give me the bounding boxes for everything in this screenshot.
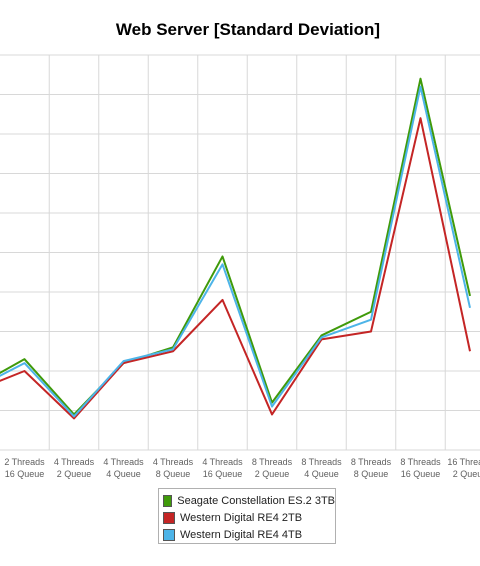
x-tick-label: 8 Threads 16 Queue	[400, 457, 441, 479]
legend-swatch-wd-re4-2tb	[163, 511, 175, 524]
x-tick-label: 4 Threads 2 Queue	[54, 457, 95, 479]
series-line-2[interactable]	[0, 85, 471, 418]
x-tick-label: 8 Threads 2 Queue	[252, 457, 293, 479]
x-tick-label: 4 Threads 16 Queue	[202, 457, 243, 479]
legend: Seagate Constellation ES.2 3TB Western D…	[158, 488, 336, 544]
legend-item-wd-re4-2tb[interactable]: Western Digital RE4 2TB	[163, 509, 335, 526]
x-tick-label: 2 Threads 16 Queue	[4, 457, 45, 479]
series-line-1[interactable]	[0, 117, 471, 420]
legend-item-wd-re4-4tb[interactable]: Western Digital RE4 4TB	[163, 526, 335, 543]
x-tick-label: 8 Threads 8 Queue	[351, 457, 392, 479]
legend-label-seagate: Seagate Constellation ES.2 3TB	[177, 494, 335, 507]
grid	[0, 54, 480, 451]
x-tick-label: 4 Threads 8 Queue	[153, 457, 194, 479]
x-tick-label: 4 Threads 4 Queue	[103, 457, 144, 479]
legend-swatch-wd-re4-4tb	[163, 528, 175, 541]
legend-swatch-seagate	[163, 494, 173, 507]
series-line-0[interactable]	[0, 77, 471, 416]
chart-title: Web Server [Standard Deviation]	[116, 20, 380, 39]
series-lines	[0, 77, 471, 420]
legend-label-wd-re4-2tb: Western Digital RE4 2TB	[180, 511, 303, 524]
legend-label-wd-re4-4tb: Western Digital RE4 4TB	[180, 528, 303, 541]
x-tick-label: 8 Threads 4 Queue	[301, 457, 342, 479]
legend-item-seagate[interactable]: Seagate Constellation ES.2 3TB	[163, 492, 335, 509]
